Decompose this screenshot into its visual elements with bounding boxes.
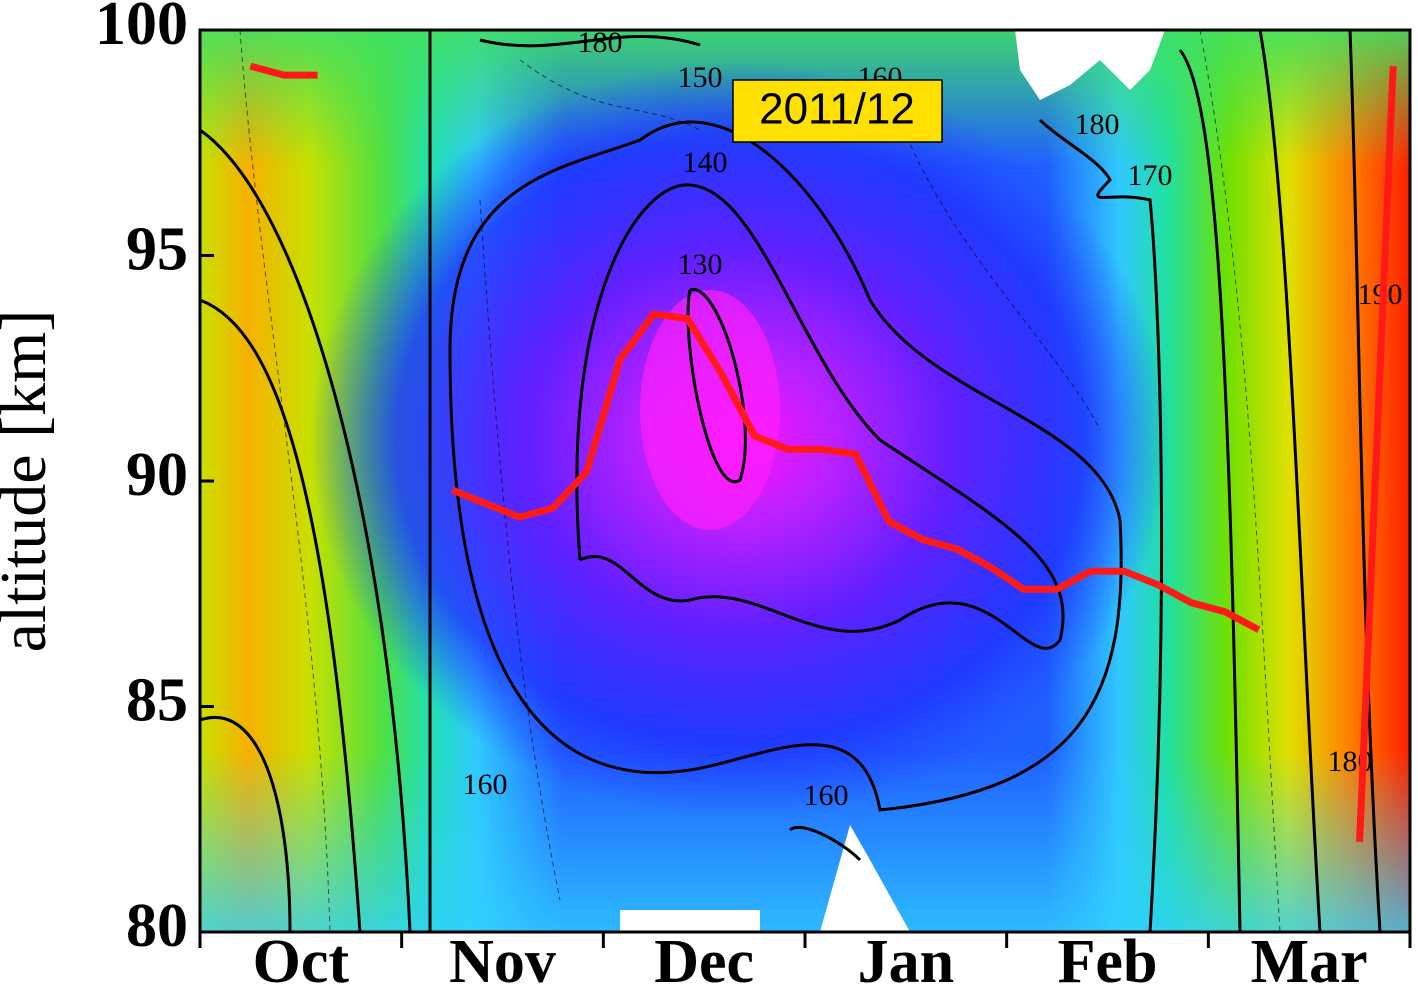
annotation: 2011/12 [759, 85, 915, 134]
y-tick-label: 100 [95, 0, 188, 58]
x-tick-label: Dec [654, 928, 754, 993]
y-tick-label: 90 [126, 441, 188, 509]
y-tick-label: 80 [126, 892, 188, 960]
y-axis-label: altitude [km] [0, 310, 60, 653]
contour-label: 130 [678, 248, 723, 281]
contour-label: 150 [678, 61, 723, 94]
contour-label: 160 [804, 779, 849, 812]
x-tick-label: Mar [1251, 928, 1368, 993]
contour-label: 140 [683, 146, 728, 179]
contour-label: 160 [463, 768, 508, 801]
contour-label: 170 [1128, 159, 1173, 192]
x-tick-label: Nov [449, 928, 556, 993]
red-line [249, 62, 1397, 842]
contour-label: 180 [1075, 108, 1120, 141]
annotation-box [732, 79, 943, 143]
y-tick-label: 95 [126, 216, 188, 284]
x-tick-label: Jan [858, 928, 954, 993]
contour-field [200, 30, 1410, 932]
x-tick-label: Feb [1058, 928, 1158, 993]
contour-label: 180 [578, 26, 623, 59]
y-tick-label: 85 [126, 667, 188, 735]
x-tick-label: Oct [253, 928, 350, 993]
